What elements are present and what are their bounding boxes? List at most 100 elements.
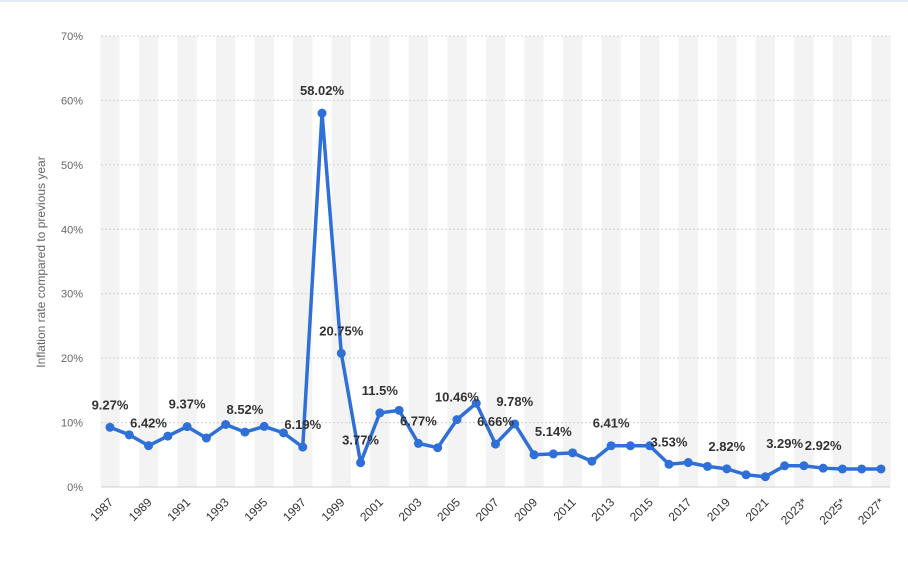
x-tick-label: 2027* bbox=[855, 495, 887, 527]
band-2021 bbox=[755, 36, 775, 487]
data-point-2009 bbox=[529, 450, 539, 460]
data-point-2021 bbox=[760, 472, 770, 482]
x-tick-label: 1993 bbox=[203, 495, 232, 524]
data-label-1989: 6.42% bbox=[130, 416, 167, 431]
x-tick-label: 2011 bbox=[551, 495, 579, 523]
data-point-1996 bbox=[278, 428, 288, 438]
data-point-2024* bbox=[818, 463, 828, 473]
data-point-2006 bbox=[471, 398, 481, 408]
x-tick-label: 2013 bbox=[588, 495, 617, 524]
x-tick-label: 1987 bbox=[87, 495, 116, 524]
data-point-2001 bbox=[375, 408, 385, 418]
data-label-2000: 3.77% bbox=[342, 433, 379, 448]
data-point-1994 bbox=[240, 427, 250, 437]
x-tick-label: 2007 bbox=[473, 495, 502, 524]
data-point-1998 bbox=[317, 108, 327, 118]
x-tick-label: 1999 bbox=[319, 495, 348, 524]
data-point-2003 bbox=[413, 438, 423, 448]
band-2015 bbox=[640, 36, 660, 487]
data-point-2023* bbox=[799, 461, 809, 471]
data-point-2020 bbox=[741, 470, 751, 480]
data-point-2002 bbox=[394, 405, 404, 415]
data-point-2019 bbox=[722, 464, 732, 474]
data-point-2025* bbox=[837, 464, 847, 474]
x-tick-label: 2001 bbox=[357, 495, 386, 524]
y-tick-label: 30% bbox=[61, 289, 83, 301]
x-tick-label: 2005 bbox=[434, 495, 463, 524]
data-point-1991 bbox=[182, 422, 192, 432]
band-2007 bbox=[485, 36, 506, 487]
data-label-2007: 6.66% bbox=[477, 414, 514, 429]
data-label-1991: 9.37% bbox=[169, 397, 206, 412]
band-2005 bbox=[447, 36, 467, 487]
y-tick-label: 40% bbox=[61, 224, 83, 236]
data-point-2014 bbox=[625, 441, 635, 451]
data-point-2007 bbox=[491, 439, 500, 449]
y-axis-label: Inflation rate compared to previous year bbox=[34, 156, 48, 367]
band-2001 bbox=[370, 36, 390, 487]
data-label-2022: 3.29% bbox=[766, 436, 803, 451]
band-2023* bbox=[794, 36, 814, 487]
data-label-2001: 11.5% bbox=[362, 383, 399, 398]
data-point-1990 bbox=[163, 431, 173, 441]
data-point-2016 bbox=[664, 459, 674, 469]
data-label-2013: 6.41% bbox=[593, 416, 630, 431]
band-1995 bbox=[254, 36, 274, 487]
data-label-2019: 2.82% bbox=[708, 439, 745, 454]
band-1989 bbox=[138, 36, 159, 487]
band-1991 bbox=[177, 36, 197, 487]
band-2027* bbox=[871, 36, 891, 487]
data-point-2013 bbox=[606, 441, 616, 451]
x-axis-ticks: 1987 1989 1991 1993 1995 1997 1999 2001 2003 2005… bbox=[87, 495, 887, 527]
band-2025* bbox=[832, 36, 853, 487]
data-point-2008 bbox=[510, 419, 520, 429]
series-group bbox=[105, 108, 886, 482]
data-point-2011 bbox=[568, 448, 578, 458]
y-tick-label: 0% bbox=[67, 482, 83, 494]
data-point-2005 bbox=[452, 415, 462, 425]
y-tick-label: 10% bbox=[61, 418, 83, 430]
data-label-2016: 3.53% bbox=[651, 434, 688, 449]
y-tick-label: 60% bbox=[61, 95, 83, 107]
band-1987 bbox=[100, 36, 120, 487]
y-tick-label: 50% bbox=[61, 160, 83, 172]
data-point-1992 bbox=[201, 433, 211, 443]
data-point-1987 bbox=[105, 422, 115, 432]
data-point-1988 bbox=[124, 430, 134, 440]
x-tick-label: 2025* bbox=[816, 495, 848, 527]
x-tick-label: 2023* bbox=[778, 495, 810, 527]
data-labels: 9.27%6.42%9.37% 8.52% 6.19% 58.02% 20.75% 3.7… bbox=[92, 83, 842, 454]
data-point-2004 bbox=[433, 443, 443, 453]
data-point-1997 bbox=[298, 442, 308, 452]
data-label-1998: 58.02% bbox=[300, 83, 345, 98]
data-point-2018 bbox=[703, 461, 713, 471]
data-point-2022 bbox=[780, 461, 790, 471]
band-2017 bbox=[678, 36, 698, 487]
band-2009 bbox=[524, 36, 544, 487]
band-2011 bbox=[562, 36, 583, 487]
data-point-1995 bbox=[259, 421, 269, 431]
data-point-1993 bbox=[221, 420, 231, 430]
data-point-1999 bbox=[336, 348, 346, 358]
data-label-2024*: 2.92% bbox=[805, 438, 842, 453]
x-tick-label: 2019 bbox=[704, 495, 733, 524]
band-2003 bbox=[408, 36, 429, 487]
x-tick-label: 1991 bbox=[164, 495, 193, 524]
data-point-2027* bbox=[876, 464, 886, 474]
y-axis-ticks: 0% 10% 20% 30% 40% 50% 60% 70% bbox=[61, 31, 83, 494]
band-2019 bbox=[717, 36, 737, 487]
gridlines bbox=[101, 35, 890, 488]
x-tick-label: 2015 bbox=[627, 495, 656, 524]
data-label-2010: 5.14% bbox=[535, 424, 572, 439]
data-label-1987: 9.27% bbox=[92, 397, 129, 412]
x-tick-label: 2003 bbox=[396, 495, 425, 524]
data-label-1999: 20.75% bbox=[319, 323, 364, 338]
data-point-2012 bbox=[587, 456, 597, 466]
data-point-2026* bbox=[857, 464, 867, 474]
x-tick-label: 2021 bbox=[743, 495, 772, 524]
x-tick-label: 1995 bbox=[242, 495, 271, 524]
y-tick-label: 70% bbox=[61, 31, 83, 43]
data-label-1994: 8.52% bbox=[226, 402, 263, 417]
data-point-2015 bbox=[645, 441, 655, 451]
